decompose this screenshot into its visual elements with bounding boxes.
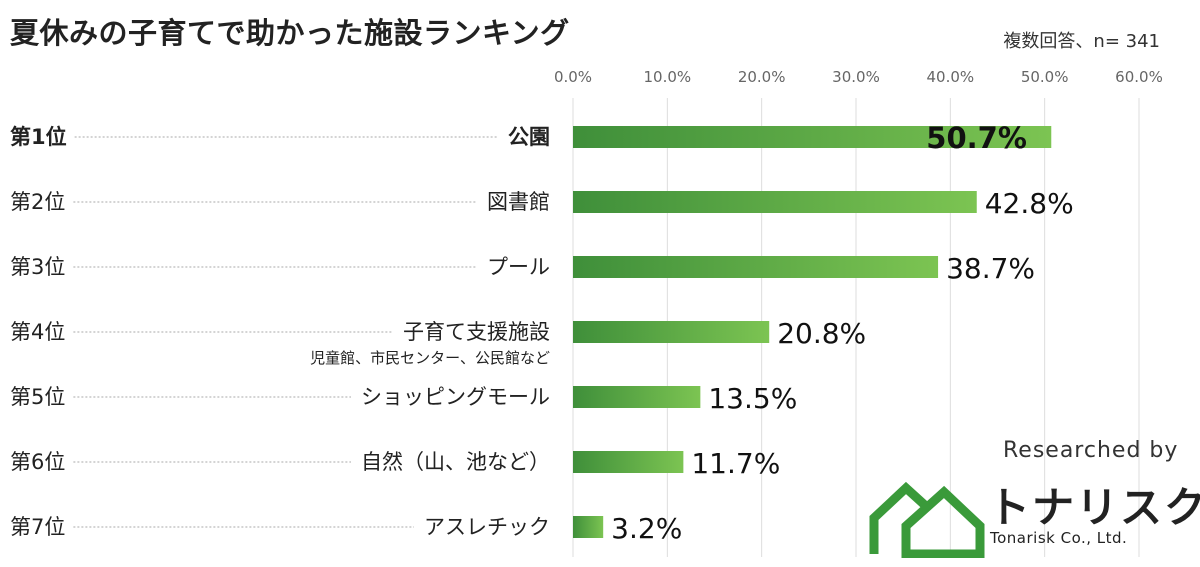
bar-row: 第5位 ショッピングモール 13.5% <box>10 382 797 415</box>
category-label: アスレチック <box>424 515 550 539</box>
researched-by-label: Researched by <box>1003 438 1179 463</box>
x-tick-label: 0.0% <box>554 68 592 86</box>
value-label: 13.5% <box>708 382 797 415</box>
rank-label: 第3位 <box>10 255 65 279</box>
bar-row: 第3位 プール 38.7% <box>10 252 1035 285</box>
x-tick-label: 30.0% <box>832 68 880 86</box>
brand-name-ja: トナリスク <box>988 483 1200 532</box>
bar <box>573 321 770 343</box>
rank-label: 第7位 <box>10 515 65 539</box>
bar-row: 第7位 アスレチック 3.2% <box>10 512 682 545</box>
rank-label: 第6位 <box>10 450 65 474</box>
bar-row: 第6位 自然（山、池など） 11.7% <box>10 447 780 480</box>
bar <box>573 516 604 538</box>
x-tick-label: 40.0% <box>927 68 975 86</box>
rank-label: 第4位 <box>10 320 65 344</box>
category-label: 図書館 <box>487 190 550 214</box>
house-logo-icon <box>869 481 985 558</box>
value-label: 3.2% <box>611 512 682 545</box>
sample-note: 複数回答、n= 341 <box>1003 31 1160 52</box>
x-axis-ticks: 0.0% 10.0% 20.0% 30.0% 40.0% 50.0% 60.0% <box>554 68 1163 86</box>
value-label: 11.7% <box>691 447 780 480</box>
category-label: ショッピングモール <box>361 385 550 409</box>
bar <box>573 191 977 213</box>
bar-rows: 第1位 公園 50.7% 第2位 図書館 42.8% 第3位 プール 38.7% 第4位 子育て支援… <box>10 121 1074 545</box>
chart-title: 夏休みの子育てで助かった施設ランキング <box>10 16 570 50</box>
bar-row: 第2位 図書館 42.8% <box>10 187 1074 220</box>
category-label: 公園 <box>508 125 550 149</box>
bar-row: 第1位 公園 50.7% <box>10 121 1052 155</box>
category-label: 子育て支援施設 <box>403 320 550 344</box>
value-label: 38.7% <box>946 252 1035 285</box>
category-label: プール <box>487 255 550 279</box>
bar <box>573 451 684 473</box>
x-tick-label: 50.0% <box>1021 68 1069 86</box>
x-tick-label: 10.0% <box>644 68 692 86</box>
value-label: 42.8% <box>985 187 1074 220</box>
x-tick-label: 20.0% <box>738 68 786 86</box>
category-note: 児童館、市民センター、公民館など <box>310 349 550 367</box>
rank-label: 第2位 <box>10 190 65 214</box>
rank-label: 第5位 <box>10 385 65 409</box>
category-label: 自然（山、池など） <box>361 450 550 474</box>
rank-label: 第1位 <box>10 125 67 149</box>
value-label: 20.8% <box>777 317 866 350</box>
x-tick-label: 60.0% <box>1115 68 1163 86</box>
brand-name-en: Tonarisk Co., Ltd. <box>990 529 1128 547</box>
bar <box>573 386 701 408</box>
bar <box>573 126 1052 148</box>
value-label: 50.7% <box>926 121 1027 155</box>
bar <box>573 256 939 278</box>
